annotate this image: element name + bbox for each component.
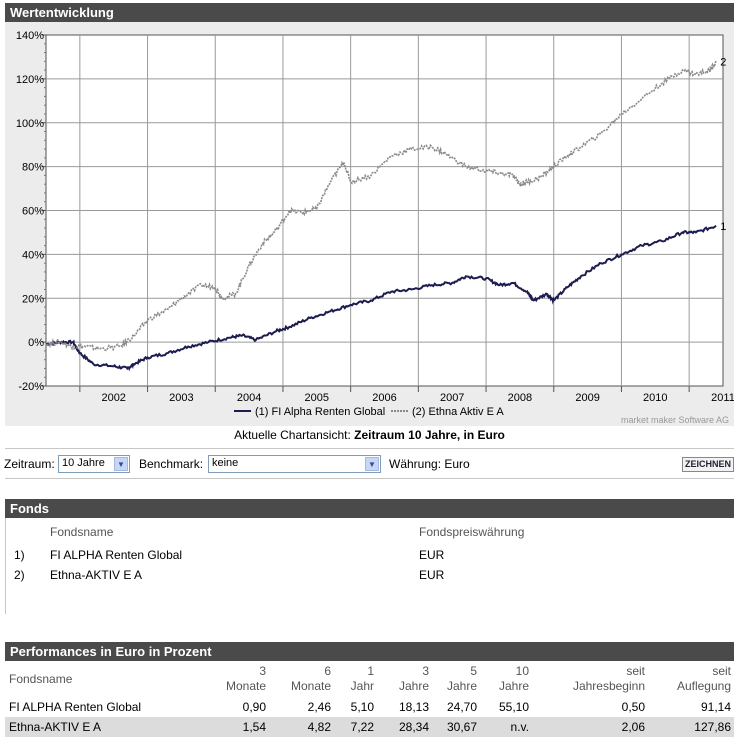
benchmark-value: keine (212, 457, 239, 469)
perf-cell: n.v. (510, 720, 529, 734)
perf-cell: 28,34 (398, 720, 429, 734)
y-tick-label: -20% (18, 381, 44, 393)
benchmark-select[interactable]: keine ▼ (208, 455, 381, 473)
perf-cell: 127,86 (694, 720, 731, 734)
fonds-row-currency: EUR (419, 568, 445, 582)
legend-label-1: (1) FI Alpha Renten Global (255, 406, 385, 418)
fonds-row-currency: EUR (419, 548, 445, 562)
perf-col-ytd: seit Jahresbeginn (572, 664, 645, 693)
legend: (1) FI Alpha Renten Global (2) Ethna Akt… (234, 406, 504, 418)
perf-col-5y: 5 Jahre (446, 664, 477, 693)
perf-col-3y: 3 Jahre (398, 664, 429, 693)
perf-cell: 7,22 (350, 720, 374, 734)
perf-cell: 4,82 (307, 720, 331, 734)
perf-col-3m: 3 Monate (225, 664, 266, 693)
perf-cell: 18,13 (398, 700, 429, 714)
y-tick-label: 140% (16, 30, 44, 42)
series-end-label-2: 2 (720, 56, 726, 68)
performance-chart: -20% 0% 20% 40% 60% 80% 100% 120% 140% 2002 2003 2… (16, 30, 734, 425)
x-tick-label: 2010 (643, 392, 667, 404)
perf-row-name[interactable]: FI ALPHA Renten Global (9, 700, 142, 714)
fonds-section-header: Fonds (5, 499, 734, 518)
currency-label: Währung: Euro (389, 457, 470, 471)
x-tick-label: 2011 (711, 392, 734, 404)
perf-cell: 30,67 (446, 720, 477, 734)
fonds-col-name: Fondsname (50, 525, 114, 539)
perf-row-name[interactable]: Ethna-AKTIV E A (9, 720, 102, 734)
performance-header-row: Fondsname 3 Monate 6 Monate 1 Jahr 3 Jahre 5… (5, 661, 734, 697)
chart-caption: Aktuelle Chartansicht: Zeitraum 10 Jahre… (5, 428, 734, 442)
performance-row: FI ALPHA Renten Global 0,90 2,46 5,10 18… (5, 697, 734, 717)
performance-section-header: Performances in Euro in Prozent (5, 642, 734, 661)
perf-cell: 1,54 (242, 720, 266, 734)
fonds-row-index: 2) (14, 568, 25, 582)
fonds-row-index: 1) (14, 548, 25, 562)
chart-area: -20% 0% 20% 40% 60% 80% 100% 120% 140% 2002 2003 2… (5, 22, 734, 426)
performance-table: Fondsname 3 Monate 6 Monate 1 Jahr 3 Jahre 5… (5, 661, 734, 737)
series-line-1 (45, 225, 717, 372)
chart-section-title: Wertentwicklung (10, 5, 114, 20)
performance-section-title: Performances in Euro in Prozent (10, 644, 212, 659)
draw-button[interactable]: ZEICHNEN (682, 457, 734, 472)
y-tick-label: 100% (16, 118, 44, 130)
perf-col-10y: 10 Jahre (498, 664, 529, 693)
chart-section-header: Wertentwicklung (5, 3, 734, 22)
y-tick-label: 0% (28, 337, 44, 349)
divider (5, 478, 734, 479)
fonds-row-name[interactable]: FI ALPHA Renten Global (50, 548, 183, 562)
x-tick-label: 2004 (237, 392, 261, 404)
x-tick-label: 2009 (575, 392, 599, 404)
perf-col-6m: 6 Monate (290, 664, 331, 693)
perf-cell: 0,90 (242, 700, 266, 714)
fonds-section-title: Fonds (10, 501, 49, 516)
series-line-2 (45, 59, 717, 352)
x-tick-label: 2006 (372, 392, 396, 404)
fonds-row-name[interactable]: Ethna-AKTIV E A (50, 568, 143, 582)
zeitraum-label: Zeitraum: (4, 457, 55, 471)
x-tick-label: 2003 (169, 392, 193, 404)
series-end-label-1: 1 (720, 221, 726, 233)
fonds-table: Fondsname Fondspreiswährung 1) FI ALPHA … (5, 518, 734, 614)
fonds-col-currency: Fondspreiswährung (419, 525, 525, 539)
zeitraum-select[interactable]: 10 Jahre ▼ (58, 455, 130, 473)
x-tick-label: 2008 (508, 392, 532, 404)
performance-row: Ethna-AKTIV E A 1,54 4,82 7,22 28,34 30,… (5, 717, 734, 737)
chevron-down-icon: ▼ (365, 457, 379, 471)
x-tick-label: 2005 (305, 392, 329, 404)
legend-label-2: (2) Ethna Aktiv E A (412, 406, 504, 418)
y-tick-label: 80% (22, 162, 44, 174)
y-tick-label: 40% (22, 249, 44, 261)
perf-cell: 5,10 (350, 700, 374, 714)
chart-copyright: market maker Software AG (621, 415, 729, 425)
perf-col-name: Fondsname (9, 672, 73, 686)
y-tick-label: 120% (16, 74, 44, 86)
x-tick-label: 2002 (101, 392, 125, 404)
y-tick-label: 60% (22, 206, 44, 218)
caption-prefix: Aktuelle Chartansicht: (234, 428, 351, 442)
perf-cell: 55,10 (498, 700, 529, 714)
perf-cell: 24,70 (446, 700, 477, 714)
x-tick-label: 2007 (440, 392, 464, 404)
caption-value: Zeitraum 10 Jahre, in Euro (354, 428, 505, 442)
perf-cell: 2,46 (307, 700, 331, 714)
divider (5, 448, 734, 449)
perf-col-1y: 1 Jahr (350, 664, 374, 693)
perf-cell: 2,06 (621, 720, 645, 734)
perf-col-inception: seit Auflegung (676, 664, 731, 693)
chevron-down-icon: ▼ (114, 457, 128, 471)
zeitraum-value: 10 Jahre (62, 457, 105, 469)
benchmark-label: Benchmark: (139, 457, 204, 471)
chart-controls: Zeitraum: 10 Jahre ▼ Benchmark: keine ▼ … (0, 455, 740, 477)
perf-cell: 0,50 (621, 700, 645, 714)
perf-cell: 91,14 (700, 700, 731, 714)
y-tick-label: 20% (22, 293, 44, 305)
